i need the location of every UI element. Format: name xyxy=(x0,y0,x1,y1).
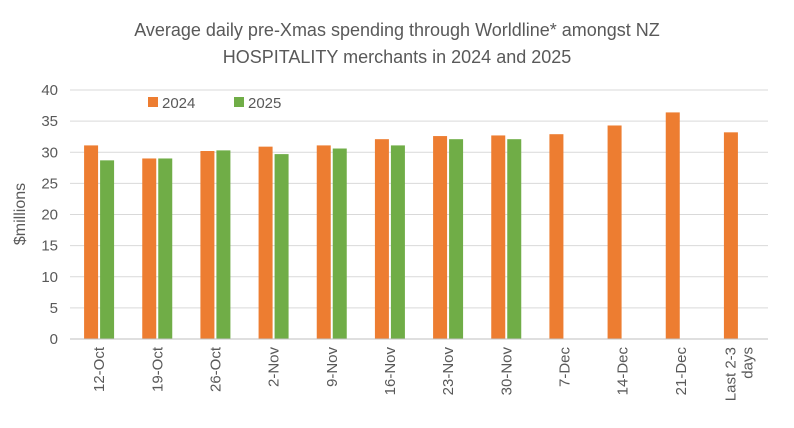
bars xyxy=(84,112,738,339)
x-tick-label: days xyxy=(739,347,756,379)
y-axis-ticks: 0 5 10 15 20 25 30 35 40 xyxy=(41,82,58,348)
bar-2025-4 xyxy=(332,148,347,339)
y-tick-label: 20 xyxy=(41,207,58,224)
bar-2024-5 xyxy=(374,139,389,339)
y-tick-label: 40 xyxy=(41,82,58,99)
legend-label: 2025 xyxy=(248,95,281,112)
x-tick-label: Last 2-3 xyxy=(722,347,739,401)
x-tick-label-group: 21-Dec xyxy=(673,347,690,396)
y-tick-label: 35 xyxy=(41,113,58,130)
x-tick-label-group: 16-Nov xyxy=(382,347,399,396)
y-tick-label: 10 xyxy=(41,269,58,286)
y-tick-label: 15 xyxy=(41,238,58,255)
legend-label: 2024 xyxy=(162,95,195,112)
legend-swatch xyxy=(148,97,158,107)
bar-2024-2 xyxy=(200,151,215,339)
bar-2024-3 xyxy=(258,146,273,339)
x-tick-label-group: 7-Dec xyxy=(556,347,573,388)
x-tick-label: 26-Oct xyxy=(207,346,224,392)
x-tick-label: 21-Dec xyxy=(673,347,690,396)
bar-2025-2 xyxy=(216,150,231,339)
bar-2024-11 xyxy=(723,132,738,339)
x-tick-label: 14-Dec xyxy=(615,347,632,396)
x-tick-label-group: Last 2-3 days xyxy=(722,347,756,401)
y-tick-label: 30 xyxy=(41,144,58,161)
x-tick-label: 16-Nov xyxy=(382,347,399,396)
bar-2024-1 xyxy=(142,158,157,339)
bar-2024-10 xyxy=(665,112,680,339)
gridlines xyxy=(70,89,768,309)
x-tick-label: 12-Oct xyxy=(91,346,108,392)
x-tick-label: 30-Nov xyxy=(498,347,515,396)
x-tick-label-group: 30-Nov xyxy=(498,347,515,396)
y-tick-label: 25 xyxy=(41,175,58,192)
x-tick-label-group: 19-Oct xyxy=(149,346,166,392)
x-tick-label: 9-Nov xyxy=(324,347,341,388)
x-tick-label: 7-Dec xyxy=(556,347,573,388)
x-tick-label: 23-Nov xyxy=(440,347,457,396)
bar-2025-3 xyxy=(274,154,289,339)
y-axis-label: $millions xyxy=(12,183,29,245)
x-tick-label-group: 9-Nov xyxy=(324,347,341,388)
x-tick-label-group: 12-Oct xyxy=(91,346,108,392)
x-tick-label: 2-Nov xyxy=(266,347,283,388)
y-tick-label: 0 xyxy=(50,331,58,348)
bar-2025-6 xyxy=(449,139,464,339)
bar-2024-6 xyxy=(433,136,448,339)
bar-2024-9 xyxy=(607,125,622,339)
bar-2025-1 xyxy=(158,158,173,339)
chart-title-line-1: Average daily pre-Xmas spending through … xyxy=(134,20,660,40)
bar-2025-7 xyxy=(507,139,522,339)
bar-2024-8 xyxy=(549,134,564,339)
chart-title-line-2: HOSPITALITY merchants in 2024 and 2025 xyxy=(223,47,572,67)
legend: 2024 2025 xyxy=(148,95,281,112)
legend-swatch xyxy=(234,97,244,107)
bar-2025-0 xyxy=(100,160,115,339)
x-axis-ticks: 12-Oct 19-Oct 26-Oct 2-Nov 9-Nov 16-Nov 23-Nov… xyxy=(91,346,756,401)
bar-2025-5 xyxy=(390,145,405,339)
bar-2024-7 xyxy=(491,135,506,339)
x-tick-label: 19-Oct xyxy=(149,346,166,392)
x-tick-label-group: 2-Nov xyxy=(266,347,283,388)
x-tick-label-group: 23-Nov xyxy=(440,347,457,396)
bar-2024-4 xyxy=(316,145,331,339)
bar-2024-0 xyxy=(84,145,99,339)
x-tick-label-group: 14-Dec xyxy=(615,347,632,396)
y-tick-label: 5 xyxy=(50,300,58,317)
x-tick-label-group: 26-Oct xyxy=(207,346,224,392)
